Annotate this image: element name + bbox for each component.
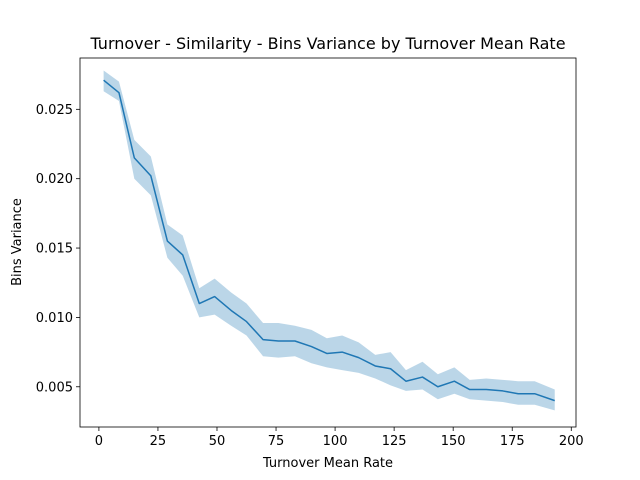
y-tick-label: 0.020 xyxy=(36,172,73,187)
x-tick-label: 25 xyxy=(150,434,167,449)
x-tick-label: 125 xyxy=(382,434,407,449)
plot-frame xyxy=(79,57,577,428)
series-line xyxy=(103,79,555,402)
x-tick-label: 0 xyxy=(95,434,103,449)
plot-area xyxy=(79,57,577,428)
x-tick-label: 150 xyxy=(441,434,466,449)
y-axis: 0.005 0.010 0.015 0.020 0.025 xyxy=(36,103,80,395)
x-tick-label: 50 xyxy=(209,434,226,449)
confidence-band xyxy=(103,70,555,411)
x-tick-label: 175 xyxy=(500,434,525,449)
y-tick-label: 0.010 xyxy=(36,311,73,326)
y-axis-label: Bins Variance xyxy=(10,198,25,286)
x-tick-label: 100 xyxy=(323,434,348,449)
y-tick-label: 0.015 xyxy=(36,242,73,257)
y-tick-label: 0.005 xyxy=(36,380,73,395)
x-tick-label: 200 xyxy=(559,434,584,449)
x-axis-label: Turnover Mean Rate xyxy=(262,456,393,471)
x-axis: 0 25 50 75 100 125 150 175 200 xyxy=(95,427,584,449)
x-tick-label: 75 xyxy=(268,434,285,449)
y-tick-label: 0.025 xyxy=(36,103,73,118)
chart-title: Turnover - Similarity - Bins Variance by… xyxy=(89,34,565,53)
